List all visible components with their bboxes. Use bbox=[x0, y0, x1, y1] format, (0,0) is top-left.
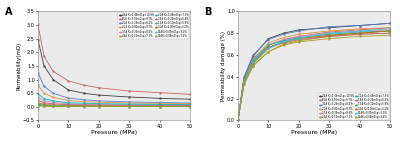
X-axis label: Pressure (MPa): Pressure (MPa) bbox=[91, 130, 137, 135]
X-axis label: Pressure (MPa): Pressure (MPa) bbox=[291, 130, 337, 135]
Legend: 38# K=2.46mD,φ=10.9%, 60# K=3.02mD,φ=9.7%, 30# K=1.25mD,φ=8.2%, 22# K=0.80mD,φ=9: 38# K=2.46mD,φ=10.9%, 60# K=3.02mD,φ=9.7… bbox=[318, 93, 390, 120]
Y-axis label: Permeability damage (%): Permeability damage (%) bbox=[221, 31, 226, 101]
Legend: 38# K=2.46mD,φ=10.9%, 60# K=3.02mD,φ=9.7%, 30# K=1.25mD,φ=8.2%, 22# K=0.80mD,φ=9: 38# K=2.46mD,φ=10.9%, 60# K=3.02mD,φ=9.7… bbox=[118, 12, 190, 39]
Text: B: B bbox=[204, 7, 212, 17]
Y-axis label: Permeability(mD): Permeability(mD) bbox=[16, 42, 22, 90]
Text: A: A bbox=[4, 7, 12, 17]
